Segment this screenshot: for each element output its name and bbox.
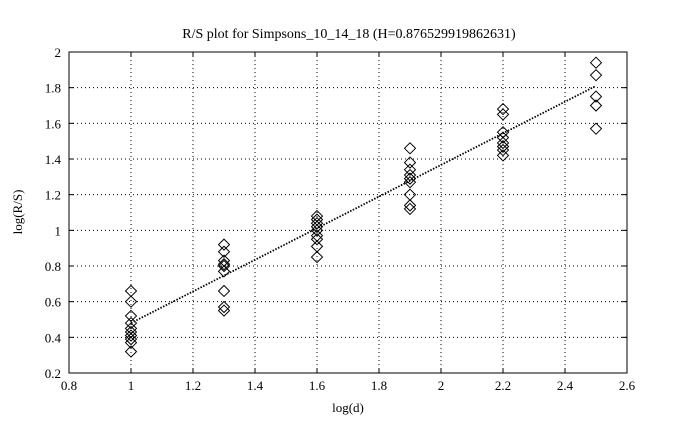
x-tick-label: 1.6 <box>309 378 326 393</box>
diamond-marker <box>217 238 231 251</box>
diamond-marker <box>217 304 231 317</box>
y-tick-label: 1.2 <box>45 188 61 203</box>
y-tick-label: 0.8 <box>45 259 61 274</box>
diamond-marker <box>403 142 417 155</box>
diamond-marker <box>403 163 417 176</box>
diamond-marker <box>589 122 603 135</box>
diamond-marker <box>403 175 417 189</box>
y-tick-label: 1.8 <box>45 81 61 96</box>
x-tick-label: 2.6 <box>619 378 636 393</box>
diamond-marker <box>496 131 510 144</box>
diamond-marker <box>124 329 138 342</box>
diamond-marker <box>496 102 510 116</box>
axis-ticks <box>68 51 628 374</box>
y-tick-label: 1.4 <box>45 152 62 167</box>
diamond-marker <box>589 56 603 69</box>
chart-title: R/S plot for Simpsons_10_14_18 (H=0.8765… <box>182 27 516 42</box>
grid-lines <box>69 52 627 373</box>
diamond-marker <box>217 245 231 258</box>
y-tick-label: 2 <box>55 45 62 60</box>
diamond-marker <box>124 336 138 349</box>
diamond-marker <box>403 172 417 185</box>
diamond-marker <box>310 220 324 233</box>
diamond-marker <box>496 136 510 150</box>
plot-frame <box>68 51 628 374</box>
diamond-marker <box>217 300 231 314</box>
x-tick-label: 2.4 <box>557 378 574 393</box>
diamond-marker <box>217 259 231 273</box>
y-tick-label: 1 <box>55 223 62 238</box>
data-points <box>124 56 603 358</box>
x-tick-label: 1.2 <box>185 378 201 393</box>
diamond-marker <box>589 99 603 112</box>
diamond-marker <box>124 316 138 330</box>
x-tick-label: 1.8 <box>371 378 387 393</box>
y-tick-label: 0.4 <box>45 330 62 345</box>
diamond-marker <box>124 309 138 323</box>
diamond-marker <box>403 168 417 182</box>
x-axis-label: log(d) <box>332 400 364 415</box>
diamond-marker <box>403 156 417 169</box>
diamond-marker <box>496 108 510 121</box>
y-tick-label: 0.2 <box>45 366 61 381</box>
diamond-marker <box>310 216 324 230</box>
diamond-marker <box>217 284 231 298</box>
diamond-marker <box>589 90 603 103</box>
x-tick-labels: 0.8 1 1.2 1.4 1.6 1.8 2 2.2 2.4 2.6 <box>61 378 636 393</box>
y-axis-label: log(R/S) <box>10 190 25 235</box>
y-tick-label: 0.6 <box>45 295 62 310</box>
diamond-marker <box>310 233 324 246</box>
diamond-marker <box>217 258 231 271</box>
diamond-marker <box>124 295 138 308</box>
y-tick-label: 1.6 <box>45 116 62 131</box>
x-tick-label: 1.4 <box>247 378 264 393</box>
diamond-marker <box>403 202 417 216</box>
diamond-marker <box>589 68 603 82</box>
diamond-marker <box>124 332 138 346</box>
x-tick-label: 0.8 <box>61 378 77 393</box>
diamond-marker <box>496 143 510 157</box>
diamond-marker <box>496 149 510 162</box>
y-tick-labels: 0.2 0.4 0.6 0.8 1 1.2 1.4 1.6 1.8 2 <box>45 45 62 381</box>
x-tick-label: 2.2 <box>495 378 511 393</box>
diamond-marker <box>124 345 138 358</box>
diamond-marker <box>496 140 510 153</box>
diamond-marker <box>217 265 231 278</box>
x-tick-label: 1 <box>128 378 135 393</box>
diamond-marker <box>310 224 324 237</box>
diamond-marker <box>403 199 417 212</box>
x-tick-label: 2 <box>438 378 445 393</box>
diamond-marker <box>310 250 324 264</box>
